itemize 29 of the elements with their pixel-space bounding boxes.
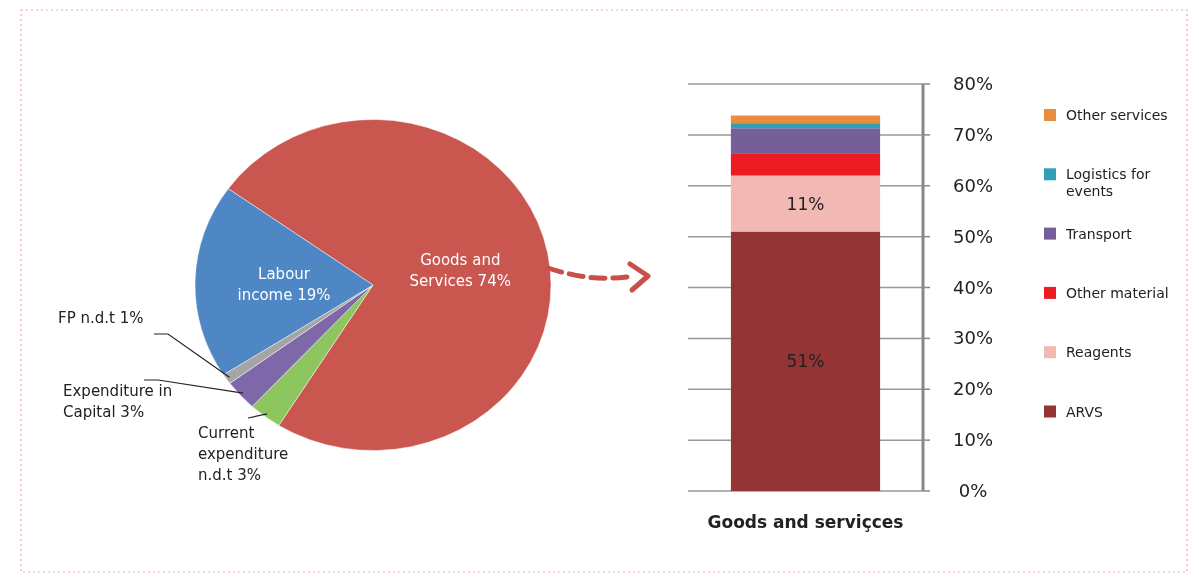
bar [730, 123, 881, 129]
bar [730, 231, 881, 491]
bar [730, 153, 881, 176]
y-tick-label: 20% [952, 378, 994, 400]
y-tick-label: 50% [952, 225, 994, 247]
y-tick-label: 70% [952, 123, 994, 145]
legend-label: Reagents [1066, 344, 1132, 361]
y-tick-label: 0% [958, 480, 988, 501]
bar [730, 115, 881, 124]
legend-label: ARVS [1066, 403, 1104, 420]
y-tick-label: 40% [952, 276, 994, 298]
data-label: 51% [786, 351, 825, 372]
legend-label: Transport [1065, 225, 1133, 242]
slice-label: Goods and Services 74% [409, 250, 511, 290]
legend-label: Logistics for events [1066, 166, 1151, 200]
data-label: 11% [786, 193, 825, 214]
slice-label: Expenditure in Capital 3% [63, 382, 173, 421]
slice-label: FP n.d.t 1% [58, 309, 144, 327]
y-tick-label: 80% [952, 73, 994, 94]
y-tick-label: 30% [952, 327, 994, 349]
legend-label: Other services [1066, 107, 1168, 123]
legend-label: Other material [1066, 284, 1169, 301]
bar [730, 175, 881, 232]
y-tick-label: 10% [952, 429, 994, 451]
y-tick-label: 60% [952, 174, 994, 196]
slice-label: Labour income 19% [237, 265, 331, 305]
slice-label: Current expenditure n.d.t 3% [198, 424, 289, 484]
x-tick-label: Goods and serviçces [707, 512, 904, 532]
bar [730, 128, 881, 154]
